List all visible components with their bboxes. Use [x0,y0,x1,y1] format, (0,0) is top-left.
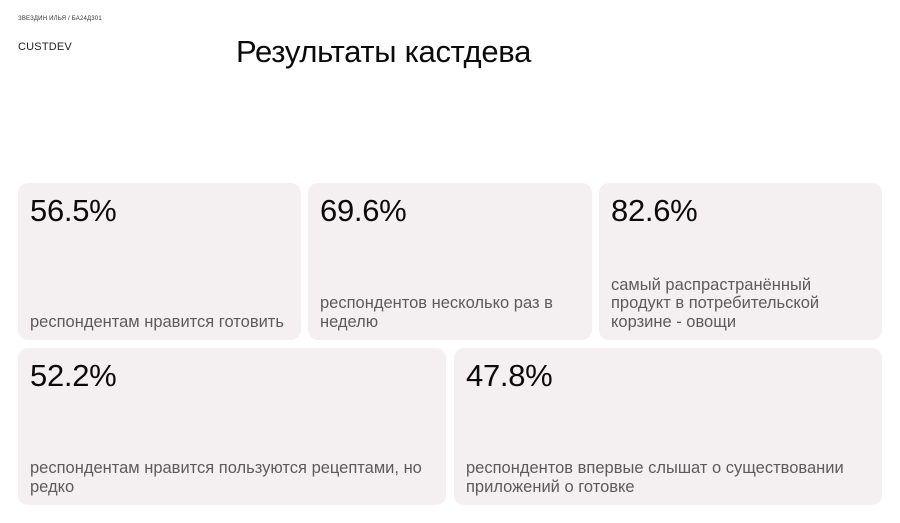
stat-description: респондентов впервые слышат о существова… [466,459,844,496]
stat-description: респондентов несколько раз в неделю [320,294,553,331]
stat-description: самый распрастранённый продукт в потреби… [611,275,820,331]
slide-title: Результаты кастдева [236,34,532,69]
stat-card-vegetables: 82.6% самый распрастранённый продукт в п… [599,183,882,340]
stat-card-frequency: 69.6% респондентов несколько раз в недел… [308,183,592,340]
stat-value: 47.8% [466,358,553,393]
stat-value: 52.2% [30,358,117,393]
stat-value: 82.6% [611,193,698,228]
author-caption: ЗВЕЗДИН ИЛЬЯ / БА24Д301 [18,16,102,22]
stat-value: 69.6% [320,193,407,228]
section-label: CUSTDEV [18,41,72,53]
stat-description: респондентам нравится пользуются рецепта… [30,459,422,496]
stat-card-apps-awareness: 47.8% респондентов впервые слышат о суще… [454,348,882,505]
stat-value: 56.5% [30,193,117,228]
stat-description: респондентам нравится готовить [30,312,284,331]
stat-card-recipes: 52.2% респондентам нравится пользуются р… [18,348,446,505]
stat-card-cooking: 56.5% респондентам нравится готовить [18,183,301,340]
